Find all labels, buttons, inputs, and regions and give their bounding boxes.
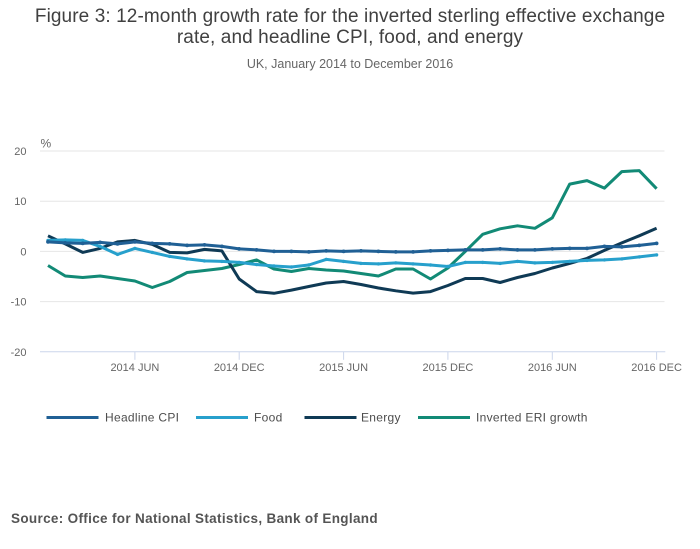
svg-text:-10: -10 [11,297,27,309]
svg-text:Food: Food [254,411,283,425]
svg-text:Inverted ERI growth: Inverted ERI growth [476,411,588,425]
svg-text:10: 10 [14,196,26,208]
svg-text:-20: -20 [11,347,27,359]
svg-text:2015 JUN: 2015 JUN [319,362,368,374]
svg-text:Energy: Energy [361,411,401,425]
svg-text:2015 DEC: 2015 DEC [423,362,474,374]
svg-text:Headline CPI: Headline CPI [105,411,179,425]
svg-text:2016 JUN: 2016 JUN [528,362,577,374]
svg-text:20: 20 [14,146,26,158]
svg-text:%: % [41,137,52,151]
svg-text:2016 DEC: 2016 DEC [631,362,682,374]
svg-text:2014 DEC: 2014 DEC [214,362,265,374]
svg-text:2014 JUN: 2014 JUN [110,362,159,374]
svg-text:0: 0 [20,246,26,258]
